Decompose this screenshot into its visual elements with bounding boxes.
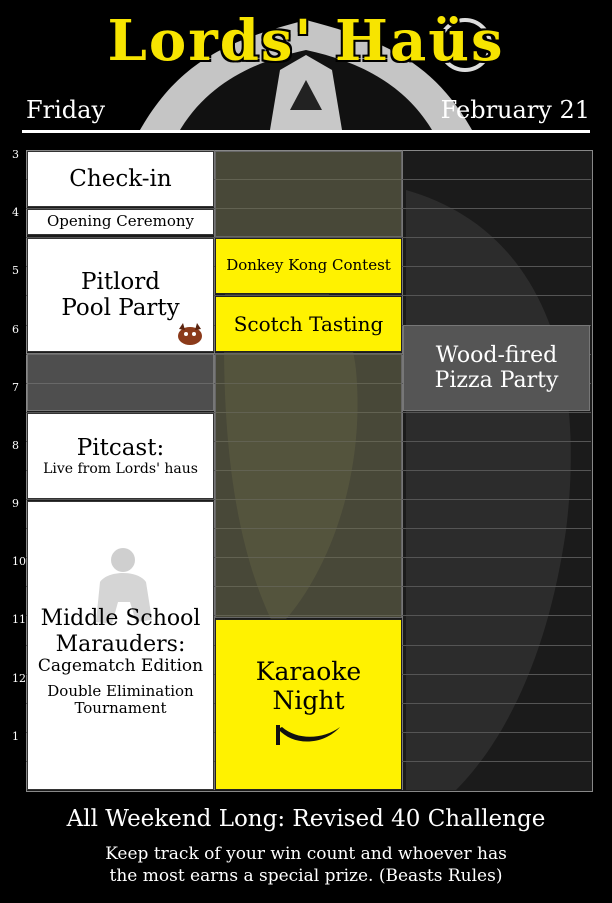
- event-title: Opening Ceremony: [46, 212, 195, 231]
- event-title: Donkey Kong Contest: [226, 256, 391, 275]
- event-check-in[interactable]: Check-in: [27, 151, 214, 207]
- date-label: February 21: [440, 96, 590, 124]
- empty-slot: [27, 353, 214, 411]
- hour-label: 6: [12, 323, 19, 336]
- beast-emblem-icon: [140, 18, 492, 130]
- wrestler-figure-icon: [96, 548, 152, 624]
- hour-label: 11: [12, 613, 26, 626]
- empty-slot: [215, 353, 402, 618]
- event-subtitle: Live from Lords' haus: [43, 461, 198, 478]
- hour-label: 1: [12, 730, 19, 743]
- event-title-line: Karaoke: [255, 656, 362, 686]
- event-subtitle: Tournament: [74, 698, 167, 717]
- event-opening-ceremony[interactable]: Opening Ceremony: [27, 209, 214, 235]
- hour-label: 4: [12, 206, 19, 219]
- pitlord-mascot-icon: [178, 323, 202, 345]
- day-label: Friday: [26, 96, 106, 124]
- event-wood-fired-pizza-party[interactable]: Wood-fired Pizza Party: [403, 325, 590, 411]
- hour-label: 5: [12, 264, 19, 277]
- hour-label: 12: [12, 672, 26, 685]
- event-title: Scotch Tasting: [233, 311, 384, 336]
- hour-label: 8: [12, 439, 19, 452]
- hour-label: 9: [12, 497, 19, 510]
- empty-slot: [215, 151, 402, 237]
- event-karaoke-night[interactable]: Karaoke Night: [215, 619, 402, 790]
- event-middle-school-marauders[interactable]: Middle School Marauders: Cagematch Editi…: [27, 501, 214, 790]
- event-subtitle: Cagematch Edition: [37, 655, 204, 676]
- event-pitcast[interactable]: Pitcast: Live from Lords' haus: [27, 413, 214, 499]
- event-title-line: Pool Party: [61, 295, 180, 321]
- event-title-line: Pizza Party: [434, 368, 559, 393]
- event-title-line: Pitlord: [81, 268, 160, 295]
- row-line: [26, 295, 591, 296]
- hour-label: 3: [12, 148, 19, 161]
- header-divider: [22, 130, 590, 133]
- event-title-line: Night: [272, 685, 345, 715]
- row-line: [26, 237, 591, 238]
- sword-icon: [275, 725, 340, 746]
- event-title: Check-in: [69, 165, 172, 192]
- hour-label: 10: [12, 555, 26, 568]
- footer-title: All Weekend Long: Revised 40 Challenge: [66, 806, 546, 832]
- event-title-line: Middle School: [40, 606, 201, 632]
- event-donkey-kong-contest[interactable]: Donkey Kong Contest: [215, 238, 402, 294]
- footer-description: Keep track of your win count and whoever…: [105, 844, 507, 864]
- event-subtitle: Double Elimination: [47, 681, 194, 700]
- footer-description: the most earns a special prize. (Beasts …: [109, 866, 503, 886]
- event-title-line: Wood-fired: [435, 342, 558, 368]
- hour-label: 7: [12, 381, 19, 394]
- event-title: Pitcast:: [76, 434, 165, 461]
- event-title-line: Marauders:: [55, 631, 186, 657]
- event-scotch-tasting[interactable]: Scotch Tasting: [215, 296, 402, 352]
- page-title: Lords' Haüs: [107, 8, 505, 74]
- event-pitlord-pool-party[interactable]: Pitlord Pool Party: [27, 238, 214, 352]
